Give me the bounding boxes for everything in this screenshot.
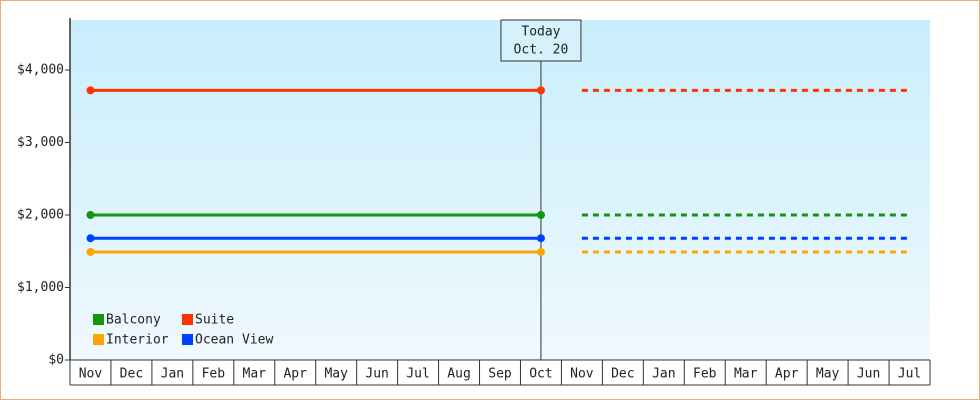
x-tick-label: Feb <box>693 367 717 382</box>
legend-label: Ocean View <box>195 333 273 348</box>
y-tick-label: $2,000 <box>17 208 64 223</box>
y-tick-label: $4,000 <box>17 63 64 78</box>
x-tick-label: Dec <box>120 367 143 382</box>
plot-area <box>70 20 930 360</box>
x-tick-label: Mar <box>734 367 758 382</box>
x-tick-label: Jan <box>161 367 184 382</box>
legend-swatch <box>93 314 104 325</box>
x-tick-label: May <box>816 367 840 382</box>
series-point <box>536 247 545 256</box>
today-label: Oct. 20 <box>514 43 569 58</box>
y-tick-label: $0 <box>48 353 64 368</box>
series-point <box>536 234 545 243</box>
series-point <box>536 211 545 220</box>
legend-swatch <box>93 334 104 345</box>
legend-swatch <box>182 314 193 325</box>
x-tick-label: Sep <box>488 367 512 382</box>
x-tick-label: Mar <box>243 367 267 382</box>
x-tick-label: Nov <box>570 367 594 382</box>
legend-label: Interior <box>106 333 169 348</box>
legend-swatch <box>182 334 193 345</box>
y-tick-label: $3,000 <box>17 135 64 150</box>
x-tick-label: Jun <box>365 367 388 382</box>
today-label: Today <box>521 25 560 40</box>
x-tick-label: May <box>324 367 348 382</box>
series-point <box>536 86 545 95</box>
x-tick-label: Jan <box>652 367 675 382</box>
x-tick-label: Oct <box>529 367 552 382</box>
x-tick-label: Jul <box>898 367 921 382</box>
x-tick-label: Aug <box>447 367 470 382</box>
legend-label: Balcony <box>106 313 161 328</box>
x-tick-label: Jun <box>857 367 880 382</box>
series-point <box>86 234 95 243</box>
series-point <box>86 211 95 220</box>
x-tick-label: Nov <box>79 367 103 382</box>
x-tick-label: Feb <box>202 367 226 382</box>
x-tick-label: Jul <box>406 367 429 382</box>
x-tick-label: Dec <box>611 367 634 382</box>
x-tick-label: Apr <box>283 367 307 382</box>
legend-label: Suite <box>195 313 234 328</box>
series-point <box>86 247 95 256</box>
x-tick-label: Apr <box>775 367 799 382</box>
series-point <box>86 86 95 95</box>
today-box <box>500 19 582 62</box>
y-tick-label: $1,000 <box>17 280 64 295</box>
